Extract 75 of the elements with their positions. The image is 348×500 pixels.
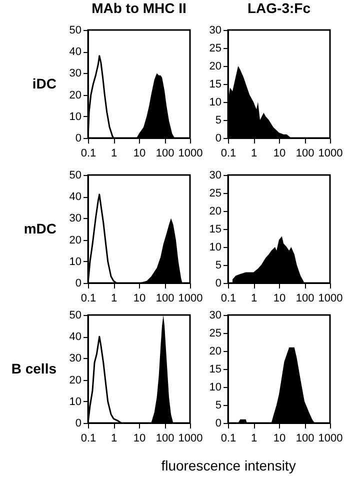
x-tick-label: 0.1: [220, 148, 236, 160]
y-tick-label: 10: [69, 396, 82, 408]
x-tick-label: 0.1: [80, 292, 96, 304]
y-tick-label: 0: [215, 132, 222, 144]
x-tick-label: 1000: [178, 432, 203, 444]
y-tick-label: 30: [209, 310, 222, 322]
x-tick-label: 10: [273, 148, 286, 160]
x-tick-label: 1: [110, 292, 118, 304]
y-tick-label: 30: [69, 212, 82, 225]
x-tick-label: 1: [250, 292, 258, 304]
x-tick-label: 0.1: [220, 432, 236, 444]
y-tick-label: 25: [209, 188, 222, 200]
y-tick-label: 5: [215, 400, 222, 412]
y-tick-label: 50: [69, 170, 82, 182]
y-tick-label: 20: [209, 206, 222, 218]
y-tick-label: 10: [209, 242, 222, 254]
y-tick-label: 10: [69, 256, 82, 268]
y-tick-label: 20: [209, 60, 222, 72]
x-tick-label: 100: [296, 148, 314, 160]
y-tick-label: 40: [69, 191, 82, 204]
y-tick-label: 5: [215, 260, 222, 272]
y-tick-label: 50: [69, 24, 82, 36]
y-tick-label: 10: [69, 110, 82, 123]
y-tick-label: 0: [215, 278, 222, 290]
y-axis-title: mDC: [24, 220, 56, 236]
x-tick-label: 10: [273, 292, 286, 304]
y-tick-label: 15: [209, 364, 222, 376]
y-tick-label: 25: [209, 42, 222, 54]
y-tick-label: 0: [75, 418, 82, 430]
x-tick-label: 100: [156, 432, 174, 444]
y-tick-label: 10: [209, 382, 222, 394]
x-tick-label: 100: [296, 292, 314, 304]
y-tick-label: 15: [209, 224, 222, 236]
x-tick-label: 1000: [318, 148, 343, 160]
x-tick-label: 1000: [178, 148, 203, 160]
x-tick-label: 1: [250, 148, 258, 160]
x-tick-label: 100: [156, 292, 174, 304]
y-tick-label: 25: [209, 328, 222, 340]
y-tick-label: 0: [75, 278, 82, 290]
y-tick-label: 5: [215, 114, 222, 126]
x-tick-label: 1000: [318, 292, 343, 304]
y-tick-label: 15: [209, 78, 222, 90]
x-tick-label: 10: [133, 148, 146, 160]
chart-title: LAG-3:Fc: [248, 0, 311, 16]
y-tick-label: 30: [209, 24, 222, 36]
y-tick-label: 0: [75, 132, 82, 144]
y-tick-label: 50: [69, 310, 82, 322]
y-axis-title: B cells: [11, 360, 57, 376]
x-tick-label: 10: [133, 432, 146, 444]
y-tick-label: 40: [69, 46, 82, 58]
y-tick-label: 20: [69, 234, 82, 246]
x-tick-label: 100: [296, 432, 314, 444]
y-tick-label: 20: [69, 374, 82, 386]
x-tick-label: 1: [110, 432, 118, 444]
y-tick-label: 10: [209, 96, 222, 108]
y-tick-label: 30: [69, 352, 82, 365]
x-tick-label: 10: [273, 432, 286, 444]
chart-title: MAb to MHC II: [92, 0, 186, 16]
x-tick-label: 0.1: [80, 148, 96, 160]
y-tick-label: 30: [69, 68, 82, 80]
x-tick-label: 1000: [318, 432, 343, 444]
x-tick-label: 1: [110, 148, 118, 160]
y-tick-label: 20: [209, 346, 222, 358]
y-tick-label: 30: [209, 170, 222, 182]
x-axis-title: fluorescence intensity: [161, 458, 296, 474]
x-tick-label: 100: [156, 148, 174, 160]
x-tick-label: 1: [250, 432, 258, 444]
y-tick-label: 0: [215, 418, 222, 430]
x-tick-label: 10: [133, 292, 146, 304]
x-tick-label: 1000: [178, 292, 203, 304]
x-tick-label: 0.1: [220, 292, 236, 304]
y-tick-label: 40: [69, 331, 82, 344]
y-tick-label: 20: [69, 89, 82, 102]
x-tick-label: 0.1: [80, 432, 96, 444]
y-axis-title: iDC: [32, 76, 56, 92]
